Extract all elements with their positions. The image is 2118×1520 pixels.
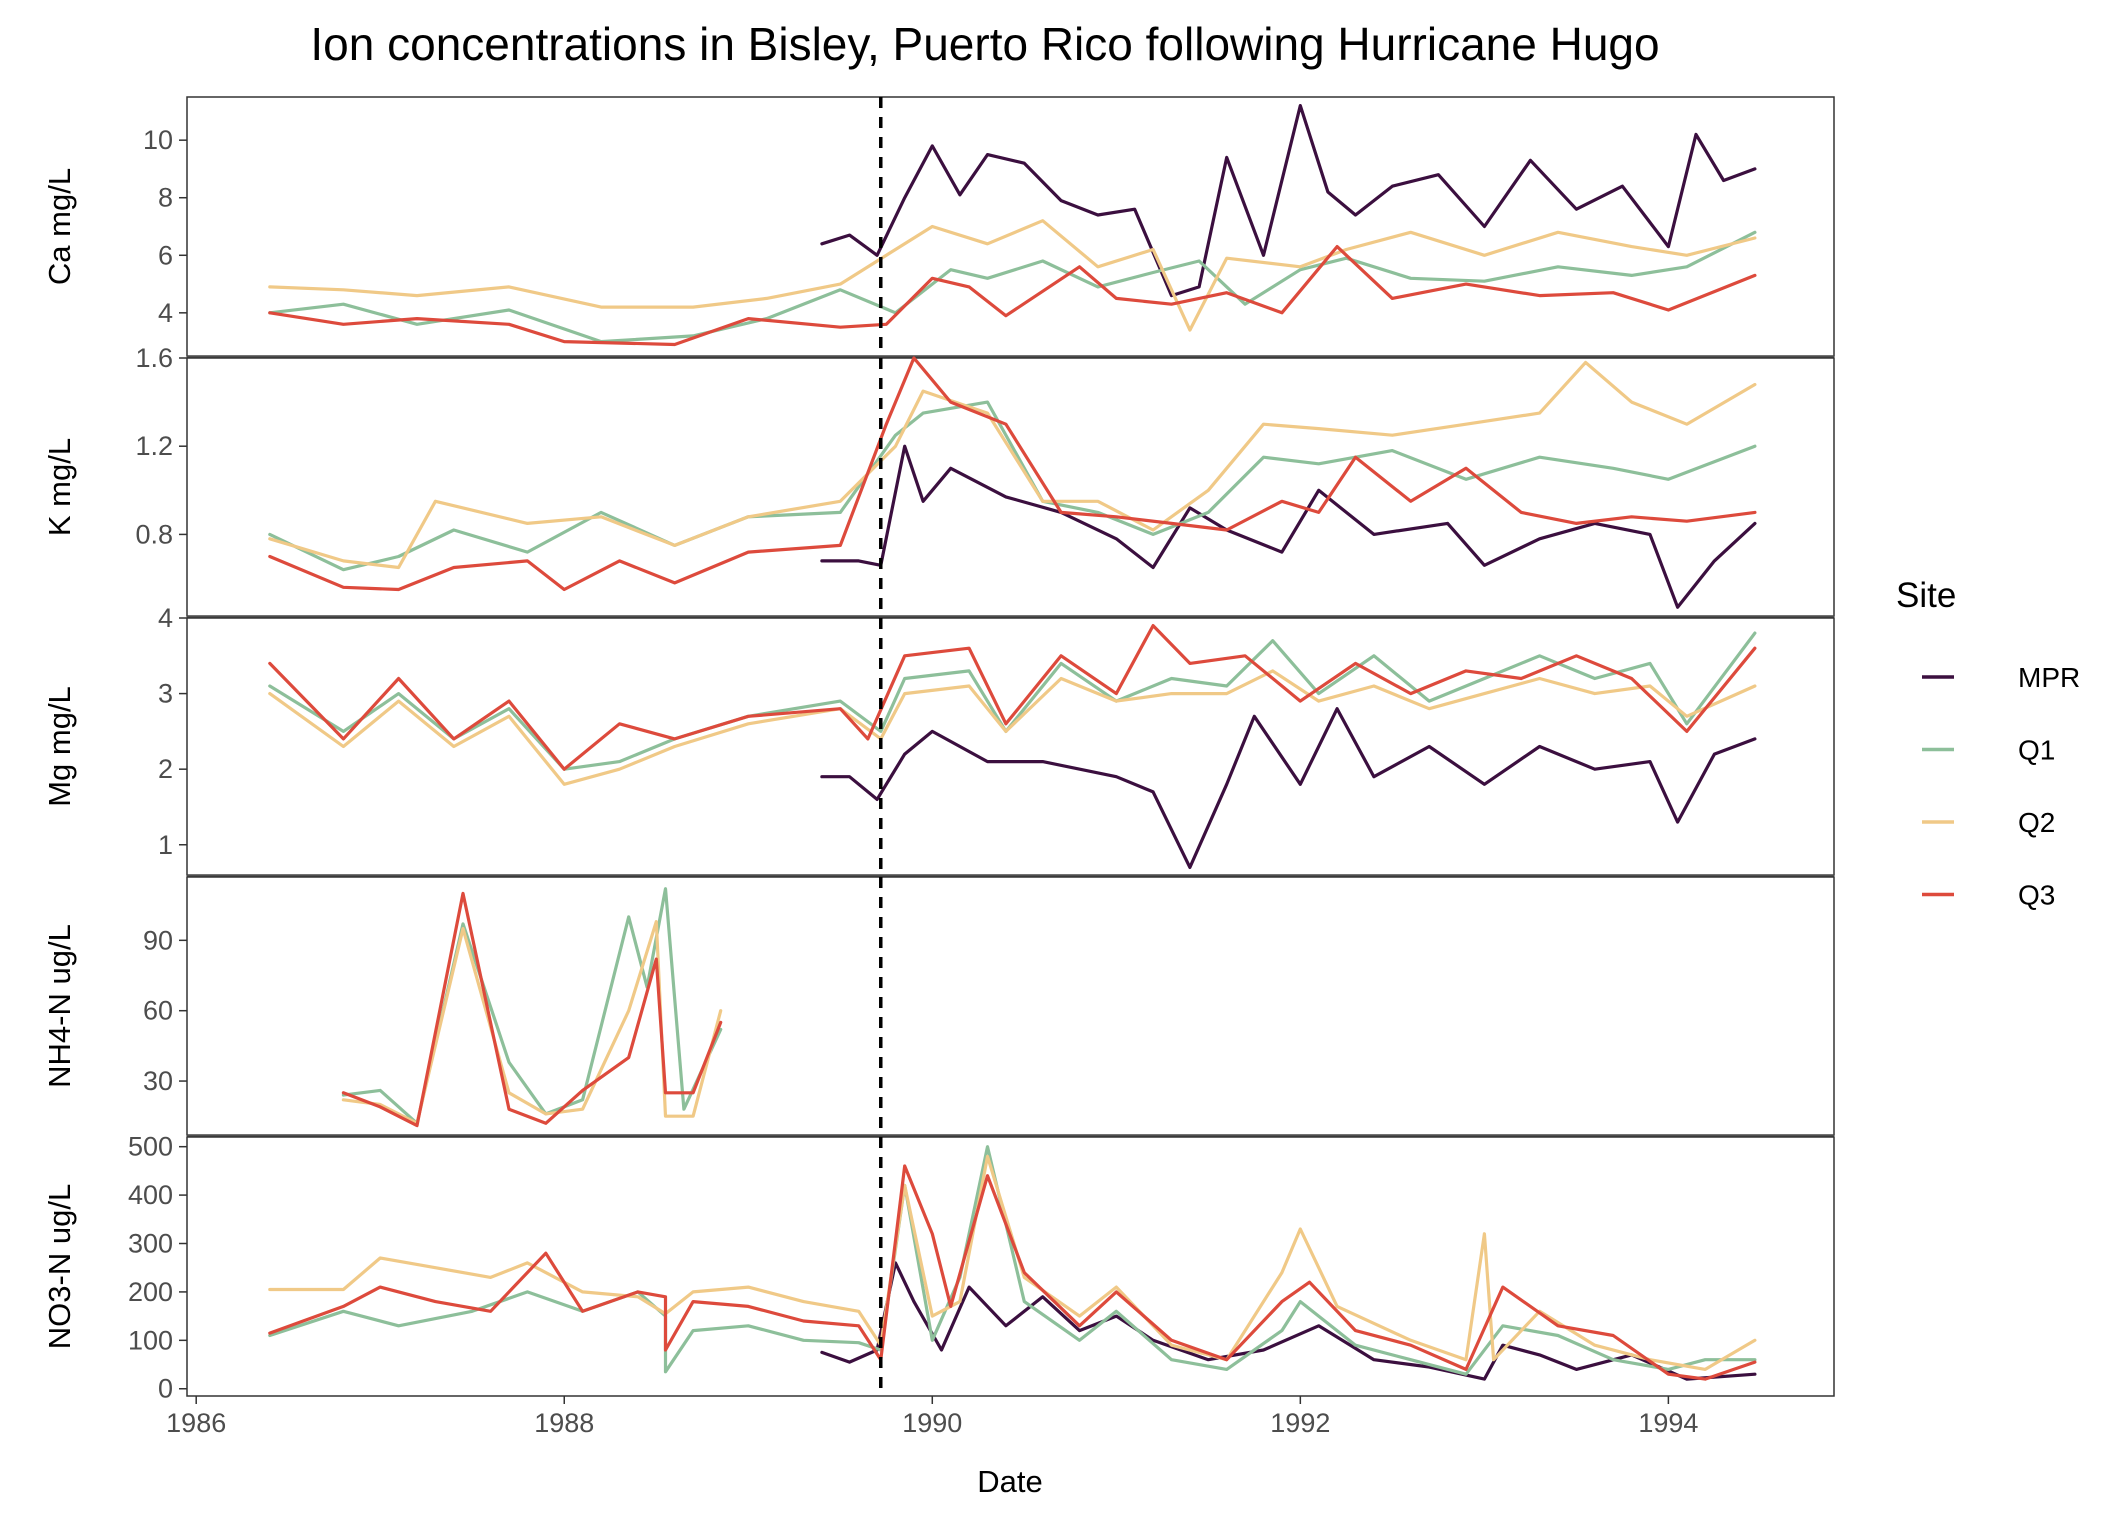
- series-line-q2: [341, 919, 723, 1125]
- y-tick-label: 2: [158, 754, 173, 784]
- y-tick-label: 500: [128, 1132, 173, 1162]
- x-tick-label: 1990: [902, 1408, 962, 1438]
- y-tick-label: 3: [158, 679, 173, 709]
- panel-nh4n: 30 60 90 NH4-N ug/L: [42, 876, 1835, 1138]
- panel-ca: 4 6 8 10 Ca mg/L: [42, 96, 1835, 359]
- panel-frame: [186, 876, 1835, 1136]
- x-axis: 1986 1988 1990 1992 1994: [166, 1396, 1698, 1438]
- y-tick-label: 100: [128, 1325, 173, 1355]
- series-line-q3: [268, 1164, 1757, 1381]
- y-tick-label: 90: [143, 925, 173, 955]
- x-axis-title: Date: [977, 1464, 1042, 1499]
- series-line-mpr: [820, 1261, 1757, 1381]
- y-tick-label: 1.2: [135, 431, 173, 461]
- panel-k: 0.8 1.2 1.6 K mg/L: [42, 343, 1835, 619]
- chart-title: Ion concentrations in Bisley, Puerto Ric…: [310, 18, 1659, 70]
- panels-group: 4 6 8 10 Ca mg/L 0.8 1.2 1.6 K mg/L 1 2 3 4 Mg mg/L 30…: [42, 96, 1835, 1404]
- series-line-mpr: [820, 707, 1757, 870]
- y-tick-label: 4: [158, 603, 173, 633]
- y-tick-label: 30: [143, 1066, 173, 1096]
- series-line-q3: [341, 891, 723, 1128]
- series-line-mpr: [820, 103, 1757, 298]
- y-tick-label: 400: [128, 1180, 173, 1210]
- y-tick-label: 6: [158, 240, 173, 270]
- y-tick-label: 4: [158, 298, 173, 328]
- x-tick-label: 1994: [1638, 1408, 1698, 1438]
- y-tick-label: 8: [158, 183, 173, 213]
- panel-frame: [186, 617, 1835, 876]
- y-axis-title: NO3-N ug/L: [42, 1184, 77, 1349]
- panel-mg: 1 2 3 4 Mg mg/L: [42, 603, 1835, 878]
- y-tick-label: 10: [143, 125, 173, 155]
- y-tick-label: 1: [158, 830, 173, 860]
- series-line-q2: [268, 219, 1757, 332]
- panel-frame: [186, 1136, 1835, 1397]
- panel-no3n: 0 100 200 300 400 500 NO3-N ug/L: [42, 1132, 1835, 1404]
- y-axis-title: NH4-N ug/L: [42, 924, 77, 1088]
- x-tick-label: 1986: [166, 1408, 226, 1438]
- series-line-q3: [268, 245, 1757, 347]
- legend-label-q3: Q3: [2018, 880, 2055, 911]
- legend-label-q2: Q2: [2018, 807, 2055, 838]
- y-tick-label: 1.6: [135, 343, 173, 373]
- legend: Site MPR Q1 Q2 Q3: [1896, 576, 2080, 911]
- y-axis-title: K mg/L: [42, 438, 77, 536]
- x-tick-label: 1992: [1270, 1408, 1330, 1438]
- panel-frame: [186, 357, 1835, 617]
- series-line-q1: [268, 631, 1757, 771]
- legend-label-q1: Q1: [2018, 735, 2055, 766]
- y-tick-label: 0.8: [135, 519, 173, 549]
- y-axis-title: Mg mg/L: [42, 686, 77, 807]
- y-tick-label: 300: [128, 1229, 173, 1259]
- series-line-q1: [268, 400, 1757, 572]
- x-tick-label: 1988: [534, 1408, 594, 1438]
- series-line-q2: [268, 669, 1757, 786]
- series-line-q3: [268, 623, 1757, 771]
- series-line-q2: [268, 360, 1757, 570]
- legend-title: Site: [1896, 576, 1956, 615]
- panel-frame: [186, 96, 1835, 357]
- y-tick-label: 60: [143, 996, 173, 1026]
- legend-label-mpr: MPR: [2018, 662, 2080, 693]
- y-tick-label: 200: [128, 1277, 173, 1307]
- series-line-q3: [268, 356, 1757, 592]
- y-axis-title: Ca mg/L: [42, 168, 77, 285]
- y-tick-label: 0: [158, 1374, 173, 1404]
